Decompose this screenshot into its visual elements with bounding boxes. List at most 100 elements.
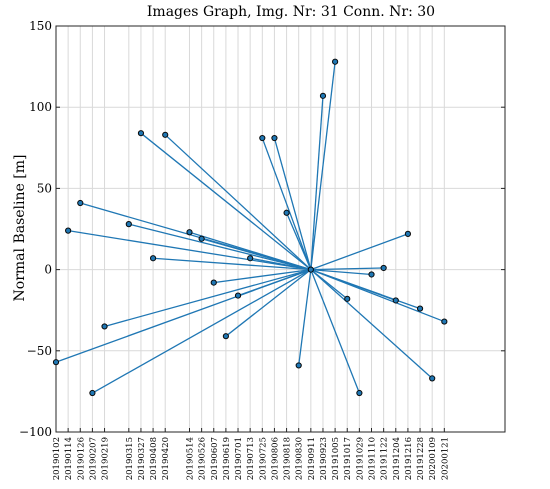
x-tick-label: 20190114 [64, 437, 74, 480]
connection-line [310, 95, 324, 270]
acquisition-point [77, 199, 84, 207]
acquisition-point [429, 375, 436, 382]
x-tick-label: 20190701 [234, 437, 244, 480]
chart-title: Images Graph, Img. Nr: 31 Conn. Nr: 30 [147, 4, 435, 20]
connection-line [273, 137, 312, 270]
x-tick-label: 20190327 [137, 437, 147, 480]
connection-line [92, 269, 312, 394]
acquisition-point [222, 333, 229, 340]
acquisition-point [392, 297, 399, 304]
acquisition-point [332, 58, 339, 65]
connection-line [140, 132, 312, 271]
x-tick-label: 20191122 [380, 437, 390, 480]
connection-line [164, 134, 312, 271]
connection-line [261, 137, 312, 270]
acquisition-point [416, 305, 424, 312]
x-tick-label: 20190408 [149, 437, 159, 480]
acquisition-point [198, 235, 205, 242]
connection-line [310, 268, 445, 323]
x-tick-label: 20191228 [416, 437, 426, 480]
acquisition-point [380, 264, 387, 272]
acquisition-point [186, 229, 193, 236]
acquisition-point [234, 292, 242, 299]
acquisition-point [162, 131, 169, 138]
connection-line [310, 267, 384, 271]
acquisition-point [356, 389, 363, 397]
connection-line [310, 269, 433, 379]
y-tick-label: 0 [44, 263, 52, 277]
connection-line [310, 269, 360, 394]
x-tick-label: 20191005 [331, 437, 341, 480]
connection-line [213, 268, 311, 284]
x-tick-label: 20190725 [258, 437, 268, 480]
x-tick-label: 20190219 [101, 437, 111, 480]
plot-frame [55, 25, 506, 433]
x-tick-label: 20190923 [319, 437, 329, 480]
acquisition-points [52, 58, 448, 397]
x-tick-label: 20190619 [222, 437, 232, 480]
x-tick-label: 20190911 [307, 437, 317, 480]
x-tick-label: 20190315 [125, 437, 135, 480]
connection-line [285, 212, 312, 270]
acquisition-point [283, 209, 290, 216]
acquisition-point [89, 389, 96, 397]
x-tick-label: 20190420 [161, 437, 171, 480]
acquisition-point [65, 227, 72, 234]
y-axis-label: Normal Baseline [m] [12, 155, 28, 302]
connection-line [68, 229, 311, 271]
acquisition-point [101, 323, 108, 330]
acquisition-point [210, 279, 217, 286]
y-axis-ticks: −100 −50 0 50 100 150 [19, 19, 505, 439]
x-tick-label: 20190713 [246, 437, 256, 480]
connection-line [128, 223, 311, 271]
x-tick-label: 20190818 [283, 437, 293, 480]
acquisition-point [441, 318, 448, 325]
acquisition-point [137, 130, 145, 137]
x-tick-label: 20191017 [343, 437, 353, 480]
x-tick-label: 20190806 [270, 437, 280, 480]
y-tick-label: −50 [27, 344, 52, 358]
acquisition-point [149, 255, 157, 262]
acquisition-point [344, 295, 351, 302]
x-tick-label: 20200109 [428, 437, 438, 480]
x-tick-label: 20190607 [210, 437, 220, 480]
x-tick-label: 20191110 [368, 437, 378, 480]
y-tick-label: −100 [19, 425, 52, 439]
master-point [307, 266, 314, 273]
connection-line [225, 269, 312, 337]
connection-line [250, 257, 311, 271]
x-tick-label: 20191029 [355, 437, 365, 480]
acquisition-point [404, 230, 412, 237]
acquisition-point [125, 221, 132, 228]
x-tick-label: 20191216 [404, 437, 414, 480]
connection-line [201, 238, 312, 271]
x-tick-label: 20190126 [76, 437, 86, 480]
connection-line [153, 257, 311, 271]
acquisition-point [52, 359, 60, 366]
acquisition-point [259, 134, 266, 142]
connection-lines [55, 61, 445, 394]
connection-line [237, 268, 312, 297]
connection-line [298, 269, 312, 366]
y-tick-label: 100 [29, 100, 52, 114]
x-tick-label: 20190830 [295, 437, 305, 480]
acquisition-point [247, 255, 254, 262]
y-tick-label: 50 [37, 181, 52, 195]
x-tick-label: 20190207 [88, 437, 98, 480]
x-tick-label: 20190102 [52, 437, 62, 480]
y-tick-label: 150 [29, 19, 52, 33]
acquisition-point [368, 271, 375, 278]
connection-line [104, 268, 312, 328]
x-tick-label: 20190514 [185, 437, 195, 480]
x-tick-label: 20190526 [198, 437, 208, 480]
connection-line [310, 268, 372, 276]
x-tick-label: 20191204 [392, 437, 402, 480]
acquisition-point [271, 134, 278, 142]
acquisition-point [319, 92, 327, 99]
connection-line [310, 61, 336, 270]
x-tick-label: 20200121 [440, 437, 450, 480]
grid-layer [55, 25, 505, 433]
x-axis-ticks: 20190102 20190114 20190126 20190207 20190219… [52, 428, 450, 480]
connection-line [310, 233, 409, 271]
